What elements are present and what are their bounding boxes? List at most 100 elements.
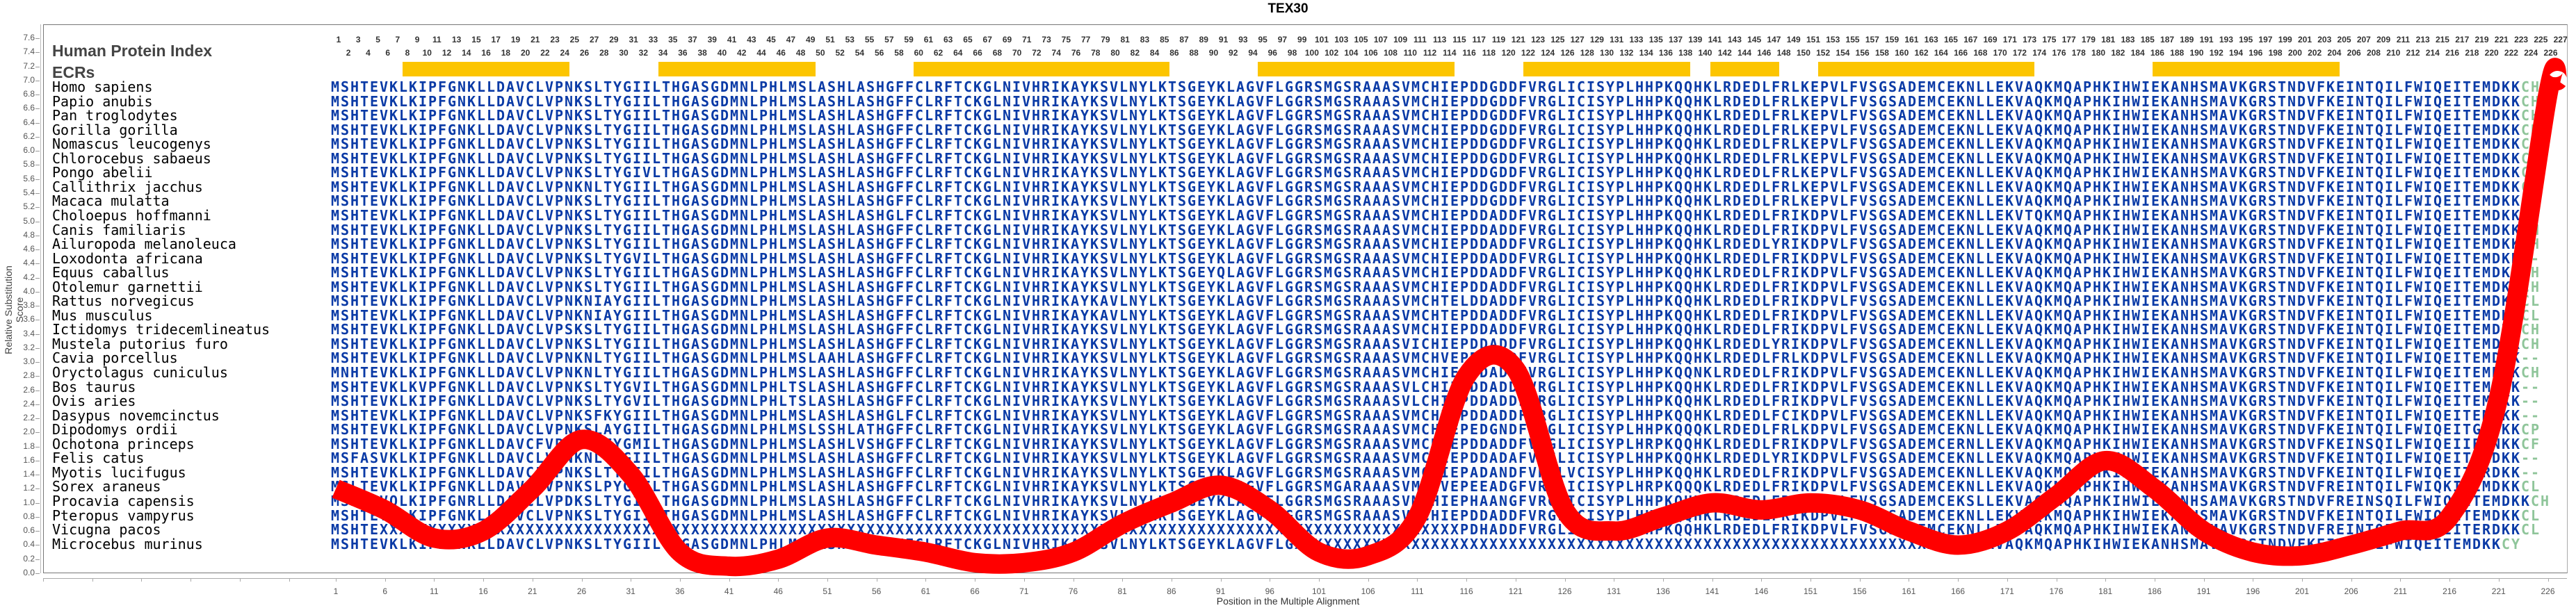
y-tick-label: 0.8 (23, 511, 35, 521)
y-tick-label: 0.0 (23, 568, 35, 577)
y-tick-mark (35, 291, 40, 293)
position-number-odd: 227 (2553, 35, 2568, 44)
species-name: Ovis aries (52, 393, 136, 410)
y-tick-label: 4.2 (23, 272, 35, 282)
species-name: Cavia porcellus (52, 350, 178, 367)
position-number-odd: 169 (1983, 35, 1998, 44)
position-number-odd: 159 (1885, 35, 1899, 44)
position-number-even: 188 (2170, 48, 2185, 58)
position-number-even: 56 (875, 48, 884, 58)
species-name: Microcebus murinus (52, 535, 203, 552)
position-number-odd: 17 (491, 35, 501, 44)
x-tick-mark (2498, 578, 2500, 582)
position-number-odd: 147 (1767, 35, 1781, 44)
position-number-even: 208 (2366, 48, 2381, 58)
x-tick-mark (679, 578, 681, 582)
position-number-odd: 35 (668, 35, 678, 44)
sequence-row: MSHTEVKLKIPFGNKLLDAVCLVPNKSLTYGIILTHGASG… (331, 535, 2521, 552)
x-tick-mark (1564, 578, 1566, 582)
position-number-odd: 77 (1080, 35, 1091, 44)
position-number-even: 44 (756, 48, 766, 58)
position-number-even: 174 (2032, 48, 2047, 58)
position-number-odd: 223 (2514, 35, 2529, 44)
y-tick-label: 1.0 (23, 497, 35, 507)
x-tick-mark (141, 578, 143, 582)
species-name: Rattus norvegicus (52, 293, 195, 310)
position-number-even: 214 (2425, 48, 2440, 58)
position-number-even: 84 (1149, 48, 1160, 58)
position-number-even: 164 (1934, 48, 1948, 58)
species-name: Bos taurus (52, 378, 136, 395)
ecr-bar (1523, 62, 1691, 76)
position-number-odd: 153 (1826, 35, 1840, 44)
position-number-even: 118 (1482, 48, 1496, 58)
position-number-even: 20 (520, 48, 530, 58)
position-number-even: 50 (816, 48, 825, 58)
species-name: Macaca mulatta (52, 192, 170, 210)
y-tick-label: 3.2 (23, 342, 35, 352)
x-axis-line (43, 578, 2567, 579)
x-tick-mark (239, 578, 241, 582)
x-tick-label: 196 (2246, 586, 2260, 596)
position-number-odd: 23 (550, 35, 560, 44)
position-number-even: 122 (1521, 48, 1535, 58)
position-number-odd: 183 (2121, 35, 2135, 44)
y-tick-label: 4.4 (23, 258, 35, 268)
species-name: Chlorocebus sabaeus (52, 149, 211, 167)
position-number-odd: 41 (727, 35, 737, 44)
x-tick-label: 31 (626, 586, 635, 596)
position-number-even: 38 (697, 48, 707, 58)
species-name: Oryctolagus cuniculus (52, 364, 228, 381)
x-tick-mark (1368, 578, 1369, 582)
sequence-row: MSHTEVKLKIPFGNKLLDAVCLVPNKSLTYGIILTHGASG… (331, 278, 2541, 295)
species-name: Ictidomys tridecemlineatus (52, 321, 270, 338)
y-tick-mark (35, 179, 40, 180)
position-number-odd: 65 (963, 35, 973, 44)
species-name: Sorex araneus (52, 478, 161, 495)
position-number-even: 142 (1717, 48, 1732, 58)
species-name: Homo sapiens (52, 79, 153, 95)
x-tick-mark (92, 578, 93, 582)
y-tick-label: 4.0 (23, 286, 35, 296)
position-number-odd: 189 (2180, 35, 2194, 44)
position-number-odd: 171 (2002, 35, 2017, 44)
position-number-odd: 67 (982, 35, 992, 44)
y-tick-label: 4.6 (23, 244, 35, 254)
ecr-bar (2152, 62, 2340, 76)
position-number-even: 224 (2524, 48, 2538, 58)
x-tick-mark (2203, 578, 2205, 582)
position-number-odd: 49 (806, 35, 816, 44)
position-number-odd: 79 (1101, 35, 1110, 44)
x-tick-mark (1319, 578, 1320, 582)
position-number-odd: 3 (355, 35, 361, 44)
x-tick-label: 106 (1361, 586, 1375, 596)
position-number-even: 66 (973, 48, 982, 58)
position-number-even: 82 (1130, 48, 1140, 58)
position-number-even: 166 (1954, 48, 1968, 58)
species-name: Pongo abelii (52, 164, 153, 181)
y-axis-label: Relative Substitution Score (3, 265, 25, 354)
position-number-odd: 111 (1413, 35, 1427, 44)
position-number-even: 68 (992, 48, 1003, 58)
position-number-even: 192 (2209, 48, 2223, 58)
sequence-row: MSHTEVKLKIPFGNKLLDAVCLVPNKSLTYGIILTHGASG… (331, 121, 2541, 138)
position-number-even: 46 (776, 48, 786, 58)
x-tick-mark (384, 578, 386, 582)
position-number-odd: 123 (1531, 35, 1546, 44)
position-number-odd: 63 (943, 35, 953, 44)
position-number-even: 80 (1110, 48, 1120, 58)
position-number-odd: 209 (2376, 35, 2391, 44)
x-tick-label: 151 (1803, 586, 1818, 596)
x-tick-label: 161 (1902, 586, 1916, 596)
y-tick-label: 1.6 (23, 454, 35, 465)
position-number-even: 2 (346, 48, 351, 58)
x-tick-mark (2449, 578, 2451, 582)
position-number-even: 92 (1229, 48, 1238, 58)
y-tick-mark (35, 376, 40, 377)
species-name: Gorilla gorilla (52, 121, 178, 138)
position-number-even: 4 (366, 48, 371, 58)
species-name: Papio anubis (52, 92, 153, 110)
x-tick-label: 156 (1852, 586, 1867, 596)
y-tick-label: 0.2 (23, 553, 35, 564)
y-tick-mark (35, 207, 40, 208)
